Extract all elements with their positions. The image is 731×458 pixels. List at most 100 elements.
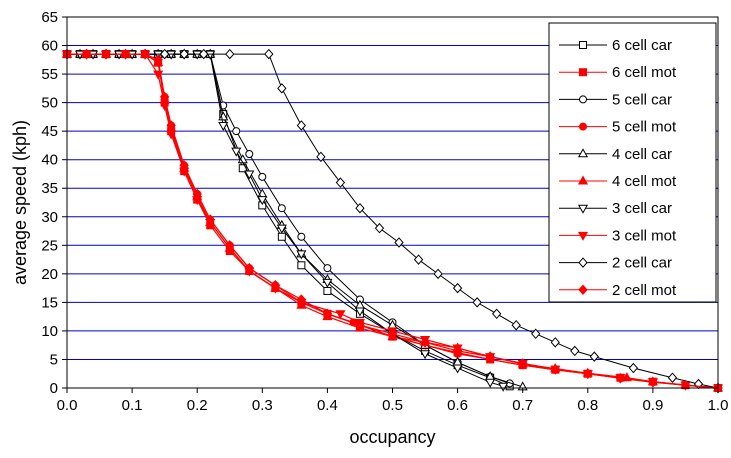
y-tick-label: 20 — [41, 266, 58, 283]
data-point-3-cell-car — [74, 50, 86, 60]
series-3-cell-car — [61, 50, 509, 392]
legend-swatch-marker — [577, 231, 589, 241]
legend-swatch-marker — [577, 204, 589, 214]
data-point-2-cell-car — [531, 328, 541, 340]
data-point-2-cell-mot — [159, 91, 170, 103]
y-tick-label: 30 — [41, 209, 58, 226]
y-axis-label: average speed (kph) — [10, 120, 30, 285]
data-point-3-cell-car — [322, 278, 333, 288]
data-point-3-cell-car — [452, 364, 463, 374]
data-point-2-cell-mot — [205, 214, 215, 225]
x-tick-label: 0.0 — [57, 397, 78, 414]
legend-item-3-cell-car: 3 cell car — [559, 200, 672, 217]
data-point-2-cell-car — [316, 151, 326, 163]
x-tick-label: 0.8 — [577, 397, 598, 414]
legend-item-4-cell-car: 4 cell car — [559, 146, 672, 163]
data-point-3-cell-car — [114, 50, 125, 60]
data-point-2-cell-car — [374, 222, 385, 234]
data-point-3-cell-car — [166, 50, 177, 60]
data-point-2-cell-car — [628, 362, 639, 374]
legend-swatch-marker — [579, 122, 587, 131]
x-tick-label: 0.4 — [317, 397, 338, 414]
data-point-3-cell-car — [354, 307, 366, 317]
y-tick-label: 50 — [41, 95, 58, 112]
x-tick-label: 0.1 — [122, 397, 143, 414]
y-tick-label: 5 — [50, 351, 58, 368]
data-point-5-cell-car — [297, 232, 306, 241]
legend-swatch-marker — [578, 284, 588, 296]
data-point-2-cell-car — [225, 48, 235, 60]
legend-swatch-marker — [579, 41, 587, 49]
legend-item-3-cell-mot: 3 cell mot — [559, 227, 677, 244]
data-point-6-cell-car — [297, 261, 306, 270]
series-line-2-cell-mot — [67, 53, 719, 389]
data-point-3-cell-car — [218, 121, 229, 131]
data-point-2-cell-mot — [140, 48, 150, 60]
data-point-3-cell-car — [257, 196, 268, 206]
y-tick-label: 0 — [50, 380, 58, 397]
x-tick-label: 0.2 — [187, 397, 208, 414]
x-tick-label: 0.9 — [642, 397, 663, 414]
data-point-2-cell-mot — [81, 48, 92, 60]
data-point-3-cell-car — [244, 170, 255, 180]
legend-item-2-cell-car: 2 cell car — [559, 255, 672, 272]
data-point-2-cell-car — [355, 202, 365, 214]
data-point-2-cell-mot — [270, 280, 280, 291]
legend-label: 3 cell mot — [612, 227, 677, 244]
legend-item-2-cell-mot: 2 cell mot — [559, 282, 677, 299]
legend-swatch-marker — [578, 257, 588, 268]
legend-label: 3 cell car — [612, 200, 672, 217]
legend-label: 4 cell mot — [612, 173, 677, 190]
series-2-cell-mot — [62, 48, 723, 394]
legend-item-5-cell-mot: 5 cell mot — [559, 119, 677, 136]
data-point-3-cell-car — [192, 50, 203, 60]
y-tick-label: 65 — [41, 9, 58, 26]
data-point-2-cell-mot — [615, 373, 626, 384]
data-point-2-cell-car — [491, 308, 502, 320]
data-point-2-cell-car — [159, 48, 170, 60]
data-point-5-cell-car — [277, 204, 286, 213]
data-point-2-cell-car — [296, 120, 307, 131]
y-tick-label: 25 — [41, 237, 58, 254]
data-point-2-cell-car — [394, 237, 404, 248]
data-point-3-cell-car — [276, 224, 287, 234]
y-tick-label: 15 — [41, 294, 58, 311]
data-point-2-cell-mot — [583, 368, 593, 379]
legend-item-6-cell-mot: 6 cell mot — [559, 64, 677, 81]
legend-label: 5 cell mot — [612, 119, 677, 136]
data-point-2-cell-mot — [387, 328, 398, 340]
legend-label: 6 cell car — [612, 37, 672, 54]
legend-item-5-cell-car: 5 cell car — [559, 91, 672, 108]
data-point-3-cell-car — [419, 350, 431, 360]
y-tick-label: 40 — [41, 152, 58, 169]
data-point-2-cell-mot — [120, 48, 131, 60]
legend-swatch-marker — [577, 148, 589, 158]
legend-label: 5 cell car — [612, 91, 672, 108]
data-point-2-cell-car — [433, 268, 443, 280]
data-point-2-cell-mot — [355, 319, 365, 331]
legend-box — [548, 22, 717, 303]
y-tick-label: 55 — [41, 66, 58, 83]
y-tick-label: 10 — [41, 323, 58, 340]
data-point-2-cell-mot — [166, 120, 176, 131]
x-tick-label: 0.5 — [382, 397, 403, 414]
legend-item-4-cell-mot: 4 cell mot — [559, 173, 677, 190]
x-tick-label: 0.7 — [512, 397, 533, 414]
data-point-2-cell-mot — [179, 160, 189, 171]
data-point-2-cell-mot — [296, 294, 307, 305]
data-point-2-cell-car — [277, 83, 287, 94]
data-point-3-cell-car — [205, 50, 216, 60]
data-point-3-cell-car — [498, 382, 509, 392]
data-point-2-cell-car — [264, 48, 274, 60]
data-point-3-cell-car — [485, 378, 496, 388]
legend-swatch-marker — [579, 68, 587, 77]
data-point-6-cell-car — [277, 232, 286, 241]
data-point-2-cell-mot — [322, 308, 333, 320]
data-point-3-cell-mot — [335, 310, 346, 320]
data-point-2-cell-mot — [244, 262, 254, 274]
data-point-3-cell-car — [296, 250, 307, 260]
series-group — [61, 48, 724, 394]
data-point-5-cell-car — [258, 172, 267, 181]
